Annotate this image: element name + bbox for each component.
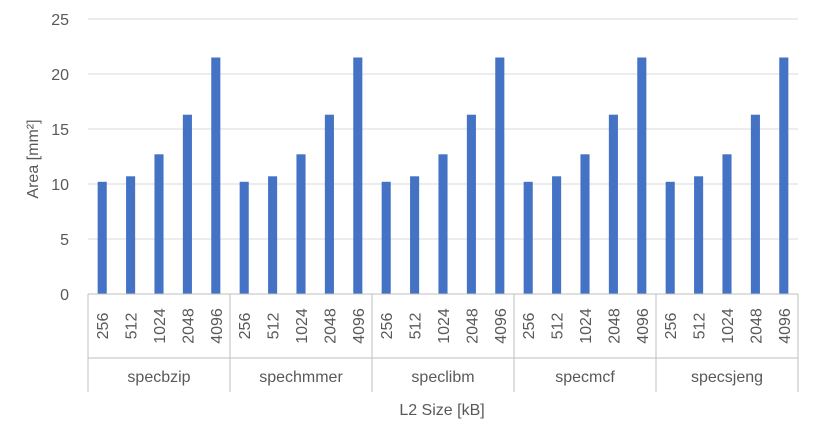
x-tick-label: 256 (663, 313, 680, 340)
x-tick-label: 2048 (606, 308, 623, 344)
group-label: specsjeng (691, 369, 763, 386)
x-tick-label: 4096 (351, 308, 368, 344)
x-tick-label: 256 (95, 313, 112, 340)
group-label: spechmmer (259, 369, 343, 386)
x-tick-label: 1024 (436, 308, 453, 344)
bar (523, 181, 533, 294)
x-tick-label: 1024 (294, 308, 311, 344)
bar (211, 57, 221, 294)
x-tick-label: 1024 (720, 308, 737, 344)
bar (694, 176, 704, 294)
y-tick-label: 5 (60, 232, 69, 249)
bar (722, 154, 732, 294)
bar (552, 176, 562, 294)
bar (608, 114, 618, 294)
bar (779, 57, 789, 294)
x-tick-label: 256 (379, 313, 396, 340)
x-tick-label: 512 (692, 313, 709, 340)
x-tick-label: 512 (266, 313, 283, 340)
x-tick-label: 1024 (578, 308, 595, 344)
labels: 0 5 10 15 20 25 256 512 1024 2048 4096 specbzip 256 5… (51, 12, 794, 386)
x-tick-label: 2048 (748, 308, 765, 344)
bar (239, 181, 249, 294)
x-tick-label: 256 (237, 313, 254, 340)
bar (182, 114, 192, 294)
x-tick-label: 512 (124, 313, 141, 340)
bar (466, 114, 476, 294)
x-tick-label: 256 (521, 313, 538, 340)
group-label: speclibm (411, 369, 474, 386)
x-tick-label: 2048 (180, 308, 197, 344)
x-tick-label: 512 (408, 313, 425, 340)
bar (381, 181, 391, 294)
x-axis-title: L2 Size [kB] (399, 402, 484, 419)
x-tick-label: 4096 (635, 308, 652, 344)
bar (665, 181, 675, 294)
bar (580, 154, 590, 294)
y-tick-label: 0 (60, 287, 69, 304)
bar (97, 181, 107, 294)
bar (126, 176, 136, 294)
bar (637, 57, 647, 294)
y-tick-label: 15 (51, 122, 69, 139)
bar (495, 57, 505, 294)
bar (268, 176, 278, 294)
axes (87, 293, 799, 392)
group-label: specbzip (127, 369, 190, 386)
bars (97, 57, 789, 294)
x-tick-label: 4096 (777, 308, 794, 344)
y-tick-label: 10 (51, 177, 69, 194)
group-label: specmcf (555, 369, 615, 386)
x-tick-label: 1024 (152, 308, 169, 344)
x-tick-label: 2048 (322, 308, 339, 344)
bar (750, 114, 760, 294)
x-tick-label: 2048 (464, 308, 481, 344)
x-tick-label: 4096 (209, 308, 226, 344)
x-tick-label: 512 (550, 313, 567, 340)
bar (438, 154, 448, 294)
bar (154, 154, 164, 294)
x-tick-label: 4096 (493, 308, 510, 344)
y-axis-title: Area [mm²] (25, 119, 42, 198)
bar (410, 176, 420, 294)
gridlines (88, 18, 798, 240)
bar (353, 57, 363, 294)
bar (296, 154, 306, 294)
y-tick-label: 25 (51, 12, 69, 29)
y-tick-label: 20 (51, 67, 69, 84)
bar (324, 114, 334, 294)
